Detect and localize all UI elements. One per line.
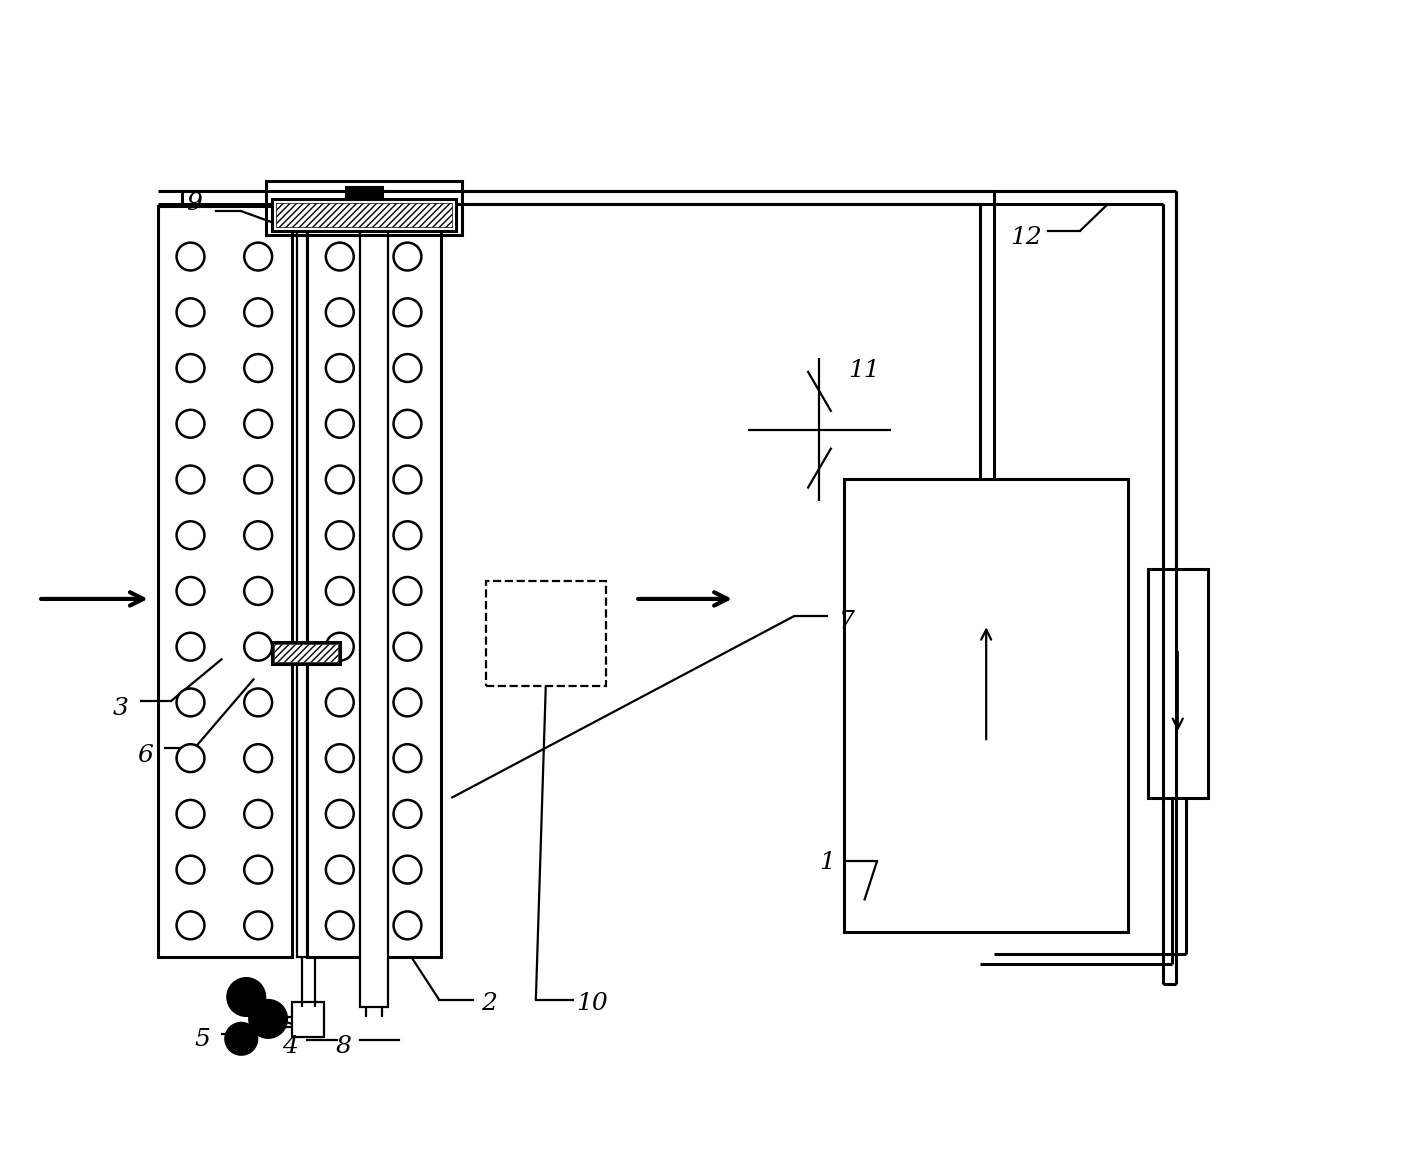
Circle shape (326, 410, 353, 438)
Circle shape (177, 856, 205, 883)
Circle shape (393, 410, 422, 438)
Circle shape (393, 242, 422, 270)
Circle shape (393, 911, 422, 939)
Bar (360, 228, 387, 1007)
Circle shape (245, 688, 272, 716)
Circle shape (177, 521, 205, 549)
Bar (486, 581, 605, 686)
Bar (844, 480, 1128, 932)
Circle shape (177, 800, 205, 828)
Circle shape (393, 688, 422, 716)
Circle shape (249, 1000, 288, 1038)
Circle shape (177, 577, 205, 605)
Circle shape (326, 521, 353, 549)
Circle shape (393, 744, 422, 772)
Circle shape (245, 911, 272, 939)
Bar (298, 206, 308, 957)
Text: 10: 10 (577, 993, 608, 1015)
Circle shape (245, 521, 272, 549)
Circle shape (393, 466, 422, 494)
Bar (1148, 569, 1208, 799)
Circle shape (245, 410, 272, 438)
Circle shape (177, 466, 205, 494)
Circle shape (393, 577, 422, 605)
Text: 6: 6 (137, 744, 152, 767)
Circle shape (326, 856, 353, 883)
Circle shape (393, 298, 422, 326)
Circle shape (326, 354, 353, 382)
Text: 11: 11 (849, 359, 880, 382)
Circle shape (245, 298, 272, 326)
Circle shape (177, 633, 205, 661)
Circle shape (326, 688, 353, 716)
Circle shape (326, 633, 353, 661)
Circle shape (177, 298, 205, 326)
Circle shape (177, 242, 205, 270)
Circle shape (393, 521, 422, 549)
Circle shape (393, 856, 422, 883)
Circle shape (177, 911, 205, 939)
Text: 5: 5 (195, 1028, 211, 1051)
Circle shape (326, 298, 353, 326)
Circle shape (245, 354, 272, 382)
Text: 7: 7 (839, 610, 856, 633)
Circle shape (177, 688, 205, 716)
Bar (292, 1002, 323, 1037)
Circle shape (245, 242, 272, 270)
Circle shape (177, 410, 205, 438)
Circle shape (326, 744, 353, 772)
Circle shape (245, 633, 272, 661)
Text: 9: 9 (187, 192, 202, 215)
Circle shape (177, 744, 205, 772)
Bar (158, 206, 292, 957)
Bar (276, 203, 453, 227)
Circle shape (245, 466, 272, 494)
Circle shape (177, 354, 205, 382)
Circle shape (326, 577, 353, 605)
Circle shape (245, 744, 272, 772)
Circle shape (245, 577, 272, 605)
Bar (272, 641, 340, 663)
Circle shape (245, 856, 272, 883)
Circle shape (393, 633, 422, 661)
Text: 1: 1 (819, 851, 836, 874)
Bar (272, 199, 456, 230)
Bar (273, 644, 337, 661)
Text: 2: 2 (481, 993, 497, 1015)
Bar (346, 187, 382, 199)
Circle shape (326, 800, 353, 828)
Circle shape (228, 978, 265, 1016)
Circle shape (326, 911, 353, 939)
Text: 12: 12 (1011, 226, 1042, 249)
Circle shape (393, 354, 422, 382)
Circle shape (393, 800, 422, 828)
Circle shape (245, 800, 272, 828)
Bar (266, 180, 463, 235)
Bar (308, 206, 441, 957)
Text: 4: 4 (282, 1035, 298, 1058)
Text: 3: 3 (112, 697, 128, 719)
Circle shape (326, 466, 353, 494)
Circle shape (326, 242, 353, 270)
Text: 8: 8 (336, 1035, 352, 1058)
Circle shape (225, 1023, 258, 1055)
